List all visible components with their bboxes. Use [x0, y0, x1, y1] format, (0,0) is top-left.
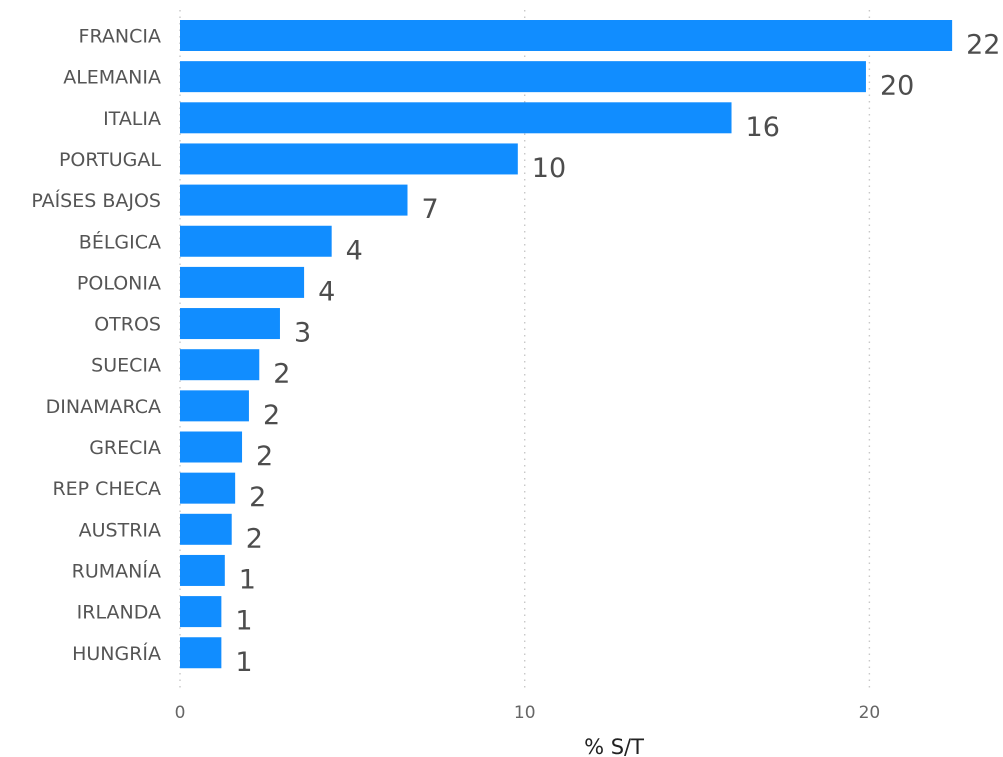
data-label: 2 — [249, 482, 266, 513]
category-label: ALEMANIA — [63, 67, 161, 89]
category-label: SUECIA — [91, 355, 161, 377]
category-label: IRLANDA — [77, 602, 161, 624]
bar[interactable] — [180, 431, 243, 463]
bar[interactable] — [180, 513, 232, 545]
data-label: 2 — [263, 400, 280, 431]
x-tick-label: 20 — [859, 703, 881, 723]
category-label: REP CHECA — [52, 478, 161, 500]
data-label: 20 — [880, 71, 914, 102]
bar[interactable] — [180, 472, 236, 504]
category-label: PORTUGAL — [59, 149, 161, 171]
bar[interactable] — [180, 266, 305, 298]
category-label: GRECIA — [89, 437, 161, 459]
data-label: 1 — [235, 647, 252, 678]
data-label: 22 — [966, 30, 1000, 61]
bar[interactable] — [180, 596, 222, 628]
bar[interactable] — [180, 308, 280, 340]
data-label: 4 — [346, 235, 363, 266]
bar[interactable] — [180, 554, 225, 586]
x-tick-label: 10 — [514, 703, 536, 723]
x-axis-title: % S/T — [584, 735, 644, 757]
bar[interactable] — [180, 143, 518, 175]
bar[interactable] — [180, 349, 260, 381]
data-label: 10 — [532, 153, 566, 184]
bar[interactable] — [180, 225, 332, 257]
bar[interactable] — [180, 102, 732, 134]
bar[interactable] — [180, 390, 249, 422]
data-label: 7 — [422, 194, 439, 225]
bar[interactable] — [180, 184, 408, 216]
data-label: 2 — [256, 441, 273, 472]
bar[interactable] — [180, 20, 953, 51]
category-label: OTROS — [94, 314, 161, 336]
x-axis-ticks: 0 10 20 — [175, 703, 881, 723]
category-labels: FRANCIA ALEMANIA ITALIA PORTUGAL PAÍSES BAJO… — [31, 26, 161, 665]
category-label: FRANCIA — [79, 26, 161, 48]
bar[interactable] — [180, 61, 866, 93]
data-label: 2 — [273, 359, 290, 390]
bar[interactable] — [180, 637, 222, 669]
data-label: 2 — [246, 523, 263, 554]
category-label: POLONIA — [77, 272, 161, 294]
category-label: AUSTRIA — [79, 519, 161, 541]
data-label: 4 — [318, 276, 335, 307]
data-label: 1 — [235, 606, 252, 637]
category-label: HUNGRÍA — [72, 642, 161, 665]
category-label: DINAMARCA — [46, 396, 161, 418]
category-label: ITALIA — [103, 108, 161, 130]
data-label: 16 — [746, 112, 780, 143]
bars — [180, 20, 953, 669]
data-label: 3 — [294, 318, 311, 349]
category-label: RUMANÍA — [72, 559, 161, 582]
x-tick-label: 0 — [175, 703, 186, 723]
category-label: PAÍSES BAJOS — [31, 189, 161, 212]
data-label: 1 — [239, 564, 256, 595]
category-label: BÉLGICA — [79, 230, 161, 253]
